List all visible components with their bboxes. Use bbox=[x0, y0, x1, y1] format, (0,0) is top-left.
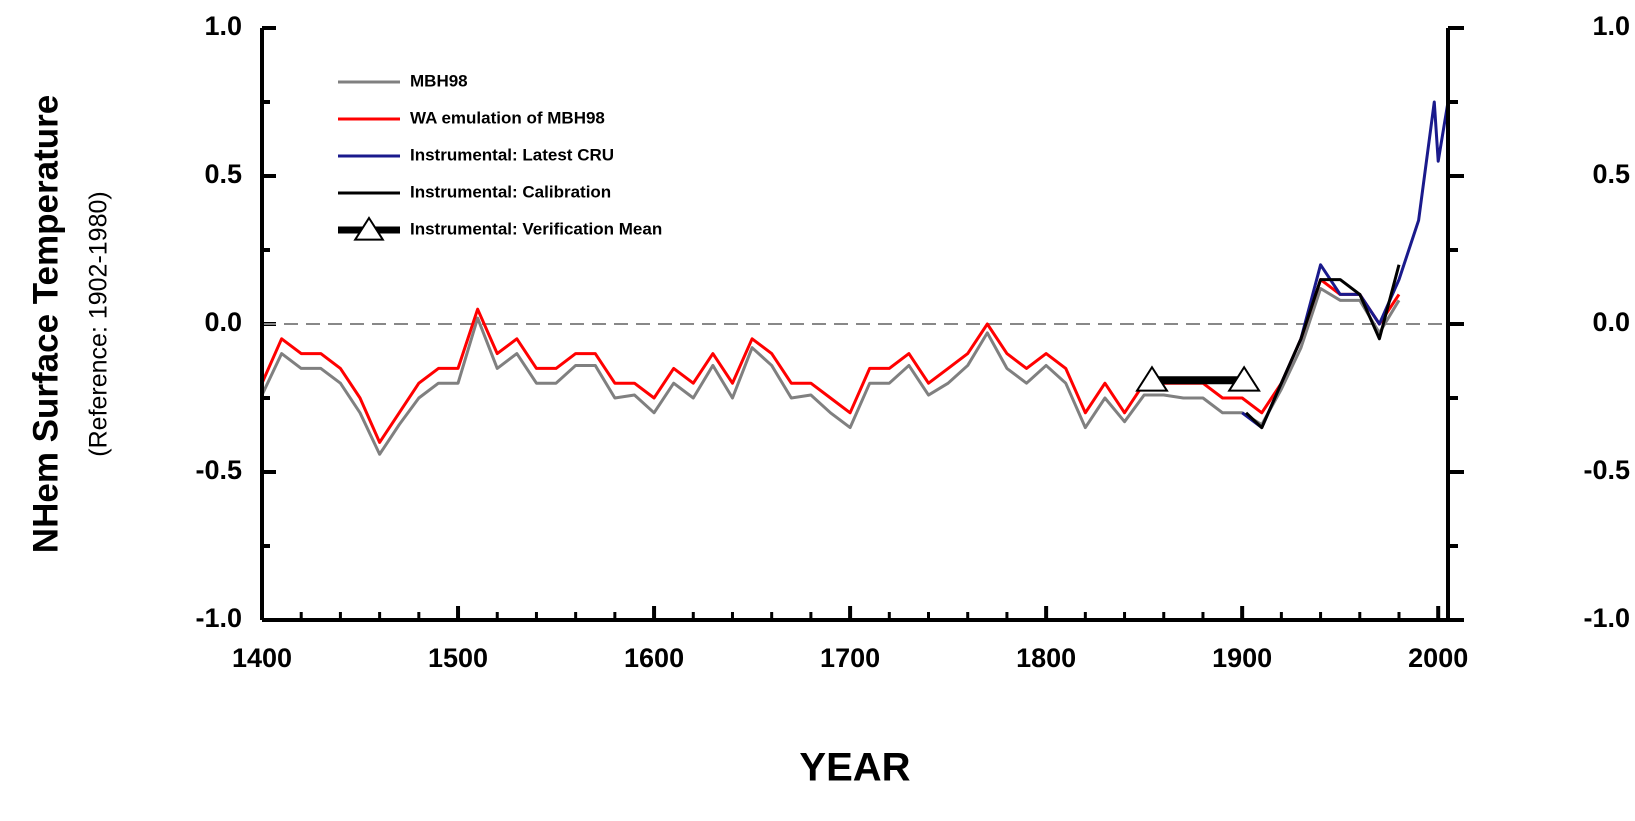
y-tick-label-right: -1.0 bbox=[1583, 603, 1630, 633]
y-tick-label-right: 0.5 bbox=[1592, 159, 1630, 189]
y-tick-label: -0.5 bbox=[195, 455, 242, 485]
x-tick-label: 1500 bbox=[428, 643, 488, 673]
y-tick-label: 0.5 bbox=[204, 159, 242, 189]
legend-label: Instrumental: Latest CRU bbox=[410, 145, 614, 164]
series-line bbox=[1241, 100, 1450, 430]
marker bbox=[1135, 365, 1169, 392]
x-tick-label: 1700 bbox=[820, 643, 880, 673]
x-tick-label: 2000 bbox=[1408, 643, 1468, 673]
x-axis-label: YEAR bbox=[799, 746, 910, 790]
legend-label: WA emulation of MBH98 bbox=[410, 108, 605, 127]
marker bbox=[353, 216, 385, 241]
series-line bbox=[260, 286, 1401, 456]
x-tick-label: 1900 bbox=[1212, 643, 1272, 673]
y-axis-label: NHem Surface Temperature bbox=[26, 95, 65, 553]
legend-label: MBH98 bbox=[410, 71, 468, 90]
y-tick-label-right: 1.0 bbox=[1592, 11, 1630, 41]
y-tick-label: 0.0 bbox=[204, 307, 242, 337]
series-line bbox=[1245, 264, 1401, 430]
y-tick-label: 1.0 bbox=[204, 11, 242, 41]
x-tick-label: 1800 bbox=[1016, 643, 1076, 673]
marker bbox=[1227, 365, 1261, 392]
y-axis-sublabel: (Reference: 1902-1980) bbox=[85, 191, 113, 456]
x-tick-label: 1400 bbox=[232, 643, 292, 673]
y-tick-label-right: -0.5 bbox=[1583, 455, 1630, 485]
legend-label: Instrumental: Calibration bbox=[410, 182, 611, 201]
legend-label: Instrumental: Verification Mean bbox=[410, 219, 662, 238]
y-tick-label: -1.0 bbox=[195, 603, 242, 633]
series-line bbox=[260, 278, 1401, 444]
y-tick-label-right: 0.0 bbox=[1592, 307, 1630, 337]
x-tick-label: 1600 bbox=[624, 643, 684, 673]
